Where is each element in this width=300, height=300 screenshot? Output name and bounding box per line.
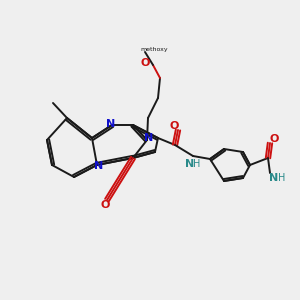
Text: N: N	[185, 159, 195, 169]
Text: H: H	[278, 173, 286, 183]
Text: N: N	[144, 133, 154, 143]
Text: O: O	[140, 58, 150, 68]
Text: methoxy: methoxy	[140, 46, 168, 52]
Text: O: O	[100, 200, 110, 210]
Text: O: O	[269, 134, 279, 144]
Text: N: N	[269, 173, 279, 183]
Text: H: H	[193, 159, 201, 169]
Text: N: N	[106, 119, 116, 129]
Text: N: N	[94, 161, 103, 171]
Text: O: O	[169, 121, 179, 131]
